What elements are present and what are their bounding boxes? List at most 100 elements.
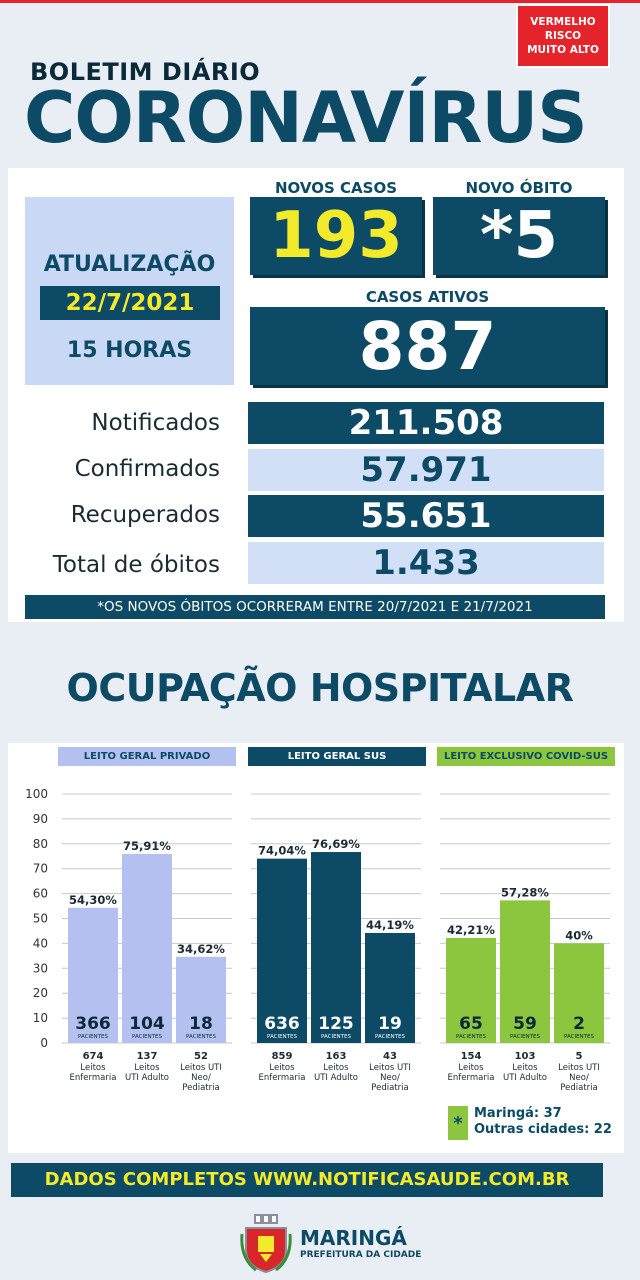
y-tick-label: 80 — [33, 837, 48, 851]
bar-percent-label: 40% — [565, 928, 593, 942]
active-cases-value: 887 — [250, 307, 605, 385]
legend-line-maringa: Maringá: 37 — [474, 1106, 562, 1121]
chart-header-private: LEITO GERAL PRIVADO — [58, 747, 236, 766]
bar-percent-label: 42,21% — [447, 923, 495, 937]
bar-patients-unit: PACIENTES — [564, 1034, 595, 1040]
bar-beds-value: 52 — [194, 1051, 208, 1062]
new-death-label: NOVO ÓBITO — [465, 179, 573, 197]
bar — [122, 853, 172, 1043]
bar-patients-value: 59 — [513, 1014, 537, 1034]
y-tick-label: 90 — [33, 812, 48, 826]
bar-patients-unit: PACIENTES — [186, 1034, 217, 1040]
bulletin-title: CORONAVÍRUS — [24, 77, 588, 159]
update-date: 22/7/2021 — [40, 286, 220, 320]
bar-beds-value: 43 — [383, 1051, 397, 1062]
total-label-notified: Notificados — [91, 410, 220, 436]
bar-bed-type-label: Enfermaria — [448, 1073, 495, 1083]
bar-bed-type-label: Pediatria — [182, 1083, 219, 1093]
bar-percent-label: 57,28% — [501, 885, 549, 899]
bar-patients-value: 2 — [573, 1014, 585, 1034]
bar — [554, 943, 604, 1043]
active-cases-label: CASOS ATIVOS — [365, 288, 490, 306]
total-label-recovered: Recuperados — [70, 502, 220, 528]
bar-bed-type-label: Neo/ — [380, 1073, 400, 1083]
y-tick-label: 40 — [33, 936, 48, 950]
total-value-recovered: 55.651 — [248, 495, 604, 537]
bar-percent-label: 75,91% — [123, 839, 171, 853]
bar-percent-label: 74,04% — [258, 844, 306, 858]
bar — [68, 907, 118, 1043]
bar-patients-unit: PACIENTES — [375, 1034, 406, 1040]
city-subtitle: PREFEITURA DA CIDADE — [300, 1250, 422, 1260]
chart-header-covid-sus: LEITO EXCLUSIVO COVID-SUS — [437, 747, 615, 766]
bar-beds-value: 5 — [576, 1051, 583, 1062]
bar-patients-value: 18 — [189, 1014, 213, 1034]
bar-patients-value: 636 — [264, 1014, 300, 1034]
bar-bed-type-label: Pediatria — [371, 1083, 408, 1093]
bar-patients-value: 65 — [459, 1014, 483, 1034]
y-tick-label: 20 — [33, 986, 48, 1000]
bar-bed-type-label: UTI Adulto — [503, 1073, 547, 1083]
bar-bed-type-label: Neo/ — [569, 1073, 589, 1083]
y-tick-label: 30 — [33, 961, 48, 975]
bar-percent-label: 76,69% — [312, 837, 360, 851]
bar-patients-value: 104 — [129, 1014, 165, 1034]
bar-bed-type-label: Leitos — [269, 1063, 295, 1073]
new-death-value: *5 — [433, 197, 605, 275]
bar-patients-unit: PACIENTES — [456, 1034, 487, 1040]
deaths-footnote: *OS NOVOS ÓBITOS OCORRERAM ENTRE 20/7/20… — [25, 595, 605, 619]
hospital-occupancy-title: OCUPAÇÃO HOSPITALAR — [66, 666, 574, 710]
bar-patients-value: 19 — [378, 1014, 402, 1034]
chart-header-sus: LEITO GERAL SUS — [248, 747, 426, 766]
bar-bed-type-label: Leitos UTI — [369, 1063, 411, 1073]
bar-bed-type-label: Neo/ — [191, 1073, 211, 1083]
top-accent-line — [0, 0, 640, 3]
risk-line-3: MUITO ALTO — [527, 44, 599, 56]
total-value-confirmed: 57.971 — [248, 449, 604, 491]
legend-text: Maringá: 37 Outras cidades: 22 — [474, 1106, 612, 1138]
bar-bed-type-label: Leitos — [134, 1063, 160, 1073]
y-tick-label: 50 — [33, 912, 48, 926]
y-tick-label: 100 — [25, 787, 48, 801]
asterisk-legend-icon: * — [448, 1106, 468, 1140]
bar-bed-type-label: Leitos — [323, 1063, 349, 1073]
new-cases-value: 193 — [250, 197, 422, 275]
bar-bed-type-label: Leitos UTI — [180, 1063, 222, 1073]
bar-bed-type-label: Enfermaria — [70, 1073, 117, 1083]
bar-patients-unit: PACIENTES — [510, 1034, 541, 1040]
bar-beds-value: 103 — [515, 1051, 536, 1062]
risk-line-2: RISCO — [544, 30, 582, 42]
bulletin-subtitle: BOLETIM DIÁRIO — [30, 58, 261, 86]
city-name: MARINGÁ — [300, 1226, 407, 1250]
bar — [311, 852, 361, 1043]
bar-patients-unit: PACIENTES — [267, 1034, 298, 1040]
bar-percent-label: 44,19% — [366, 918, 414, 932]
bar-bed-type-label: Leitos — [80, 1063, 106, 1073]
y-tick-label: 0 — [40, 1036, 48, 1050]
bar — [257, 858, 307, 1043]
bar-bed-type-label: Leitos — [512, 1063, 538, 1073]
bar-beds-value: 154 — [461, 1051, 482, 1062]
update-hour: 15 HORAS — [66, 338, 193, 363]
bar-bed-type-label: Enfermaria — [259, 1073, 306, 1083]
bar-percent-label: 54,30% — [69, 893, 117, 907]
legend-line-other-cities: Outras cidades: 22 — [474, 1122, 612, 1137]
full-data-link[interactable]: DADOS COMPLETOS WWW.NOTIFICASAUDE.COM.BR — [11, 1163, 603, 1197]
bar-patients-unit: PACIENTES — [321, 1034, 352, 1040]
chart-bars: 54,30%366PACIENTES674LeitosEnfermaria75,… — [68, 837, 604, 1093]
bar-patients-value: 366 — [75, 1014, 111, 1034]
bar — [176, 956, 226, 1043]
bar-bed-type-label: UTI Adulto — [125, 1073, 169, 1083]
bar-beds-value: 163 — [326, 1051, 347, 1062]
y-tick-label: 10 — [33, 1011, 48, 1025]
bar-patients-unit: PACIENTES — [78, 1034, 109, 1040]
bar — [500, 900, 550, 1043]
total-label-confirmed: Confirmados — [74, 456, 220, 482]
chart-y-axis: 0 10 20 30 40 50 60 70 80 90 100 — [25, 787, 48, 1050]
bar-bed-type-label: Leitos UTI — [558, 1063, 600, 1073]
bar-bed-type-label: Leitos — [458, 1063, 484, 1073]
bar-bed-type-label: Pediatria — [560, 1083, 597, 1093]
bar-patients-value: 125 — [318, 1014, 354, 1034]
total-value-deaths: 1.433 — [248, 542, 604, 584]
bar-patients-unit: PACIENTES — [132, 1034, 163, 1040]
